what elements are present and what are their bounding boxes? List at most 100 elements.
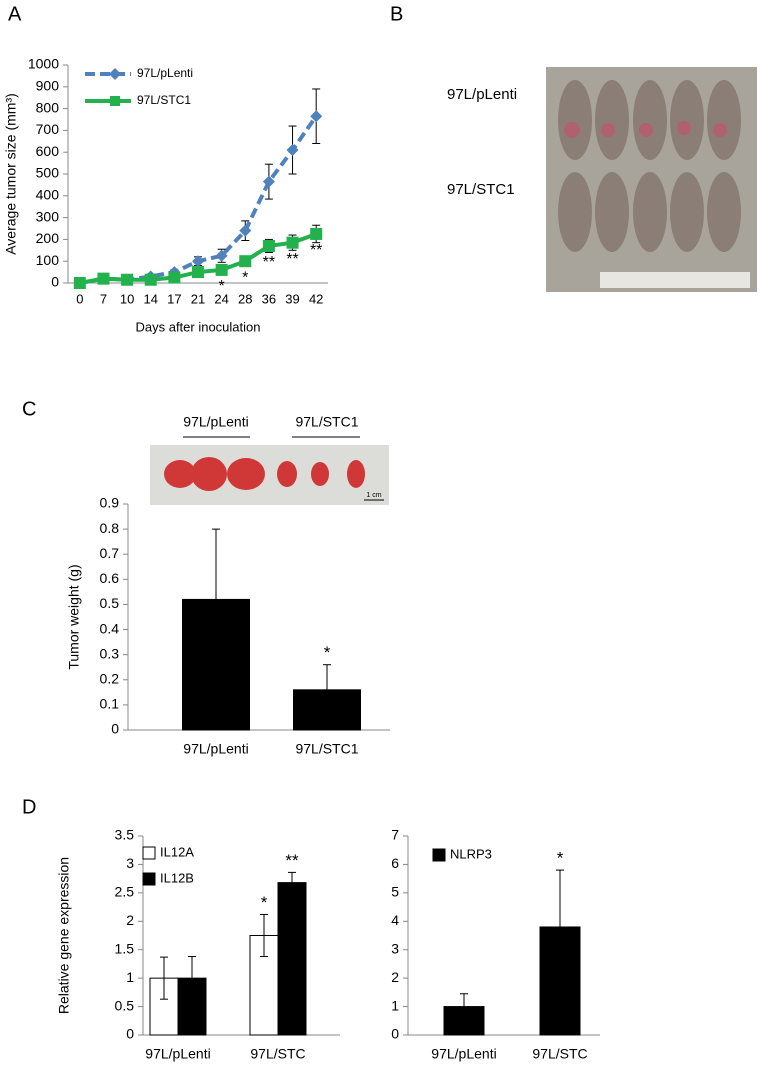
y-tick-label: 1.5 [115, 940, 135, 956]
panel-label: D [22, 796, 36, 818]
marker [121, 273, 134, 286]
legend-label: 97L/pLenti [137, 66, 193, 80]
y-tick-label: 0.6 [100, 570, 120, 586]
marker [168, 271, 181, 284]
y-tick-label: 0 [391, 1026, 399, 1042]
marker [144, 273, 157, 286]
y-tick-label: 700 [36, 121, 60, 137]
y-tick-label: 0.2 [100, 670, 120, 686]
marker [215, 249, 228, 262]
legend-swatch [432, 848, 446, 862]
legend-swatch [142, 846, 156, 860]
photo-label: 97L/STC1 [295, 414, 358, 430]
x-tick-label: 28 [238, 291, 252, 306]
legend-label: 97L/STC1 [137, 93, 191, 107]
y-tick-label: 0 [126, 1026, 134, 1042]
marker [310, 227, 323, 240]
x-tick-label: 97L/STC [250, 1046, 305, 1062]
significance: * [324, 643, 331, 662]
x-tick-label: 97L/pLenti [145, 1046, 210, 1062]
y-tick-label: 0.9 [100, 495, 120, 511]
significance: ** [285, 851, 299, 870]
error-bar [212, 528, 220, 671]
marker [262, 239, 275, 252]
y-tick-label: 2.5 [115, 884, 135, 900]
x-tick-label: 17 [167, 291, 181, 306]
error-bar [260, 913, 268, 958]
x-tick-label: 97L/pLenti [431, 1046, 496, 1062]
y-axis-label: Relative gene expression [56, 857, 72, 1014]
scale-label: 1 cm [366, 492, 381, 499]
significance: * [261, 893, 268, 912]
x-tick-label: 21 [191, 291, 205, 306]
y-tick-label: 1 [126, 969, 134, 985]
y-tick-label: 7 [391, 827, 399, 843]
y-tick-label: 4 [391, 912, 399, 928]
legend-marker [110, 96, 120, 106]
panel-label: B [390, 3, 403, 25]
marker [97, 272, 110, 285]
y-tick-label: 0.7 [100, 545, 120, 561]
marker [73, 277, 86, 289]
legend-label: IL12B [160, 870, 194, 885]
photo-label: 97L/pLenti [183, 414, 248, 430]
y-tick-label: 0 [51, 274, 59, 290]
significance: ** [286, 251, 298, 268]
x-tick-label: 97L/pLenti [183, 741, 248, 757]
panel-label: C [22, 398, 36, 420]
y-axis-label: Tumor weight (g) [66, 564, 82, 669]
y-tick-label: 0.1 [100, 696, 120, 712]
x-tick-label: 14 [143, 291, 157, 306]
x-tick-label: 7 [100, 291, 107, 306]
y-tick-label: 500 [36, 165, 60, 181]
y-tick-label: 200 [36, 230, 60, 246]
error-bar [288, 871, 296, 894]
y-tick-label: 6 [391, 855, 399, 871]
y-tick-label: 900 [36, 78, 60, 94]
marker [192, 266, 204, 279]
photo-label: 97L/STC1 [447, 181, 515, 198]
marker [215, 263, 228, 276]
y-tick-label: 0.3 [100, 645, 120, 661]
panel-label: A [8, 3, 22, 25]
y-tick-label: 2 [126, 912, 134, 928]
significance: * [557, 849, 564, 868]
error-bar [556, 869, 564, 985]
error-bar [188, 956, 196, 1001]
y-tick-label: 1000 [28, 56, 59, 72]
marker [286, 144, 299, 157]
photo-label: 97L/pLenti [447, 86, 517, 103]
y-tick-label: 100 [36, 252, 60, 268]
x-tick-label: 39 [285, 291, 299, 306]
marker [262, 175, 275, 188]
y-tick-label: 300 [36, 208, 60, 224]
y-tick-label: 3 [391, 940, 399, 956]
y-tick-label: 5 [391, 884, 399, 900]
marker [239, 255, 252, 268]
x-tick-label: 97L/STC [532, 1046, 587, 1062]
x-tick-label: 97L/STC1 [295, 741, 358, 757]
marker [286, 236, 299, 249]
marker [310, 110, 323, 123]
x-tick-label: 36 [262, 291, 276, 306]
x-tick-label: 0 [76, 291, 83, 306]
error-bar [460, 993, 468, 1020]
significance: ** [310, 242, 322, 259]
legend-marker [109, 68, 121, 80]
error-bar [160, 956, 168, 1000]
y-tick-label: 400 [36, 187, 60, 203]
y-tick-label: 0.5 [100, 595, 120, 611]
y-tick-label: 1 [391, 997, 399, 1013]
bar [277, 882, 307, 1036]
y-tick-label: 0.4 [100, 620, 120, 636]
mouse-photo [546, 67, 757, 292]
marker [192, 255, 204, 268]
y-axis-label: Average tumor size (mm³) [3, 93, 19, 255]
legend-swatch [142, 872, 156, 886]
y-tick-label: 0.8 [100, 520, 120, 536]
y-tick-label: 3 [126, 855, 134, 871]
y-tick-label: 800 [36, 99, 60, 115]
error-bar [323, 664, 331, 716]
significance: * [242, 269, 248, 286]
